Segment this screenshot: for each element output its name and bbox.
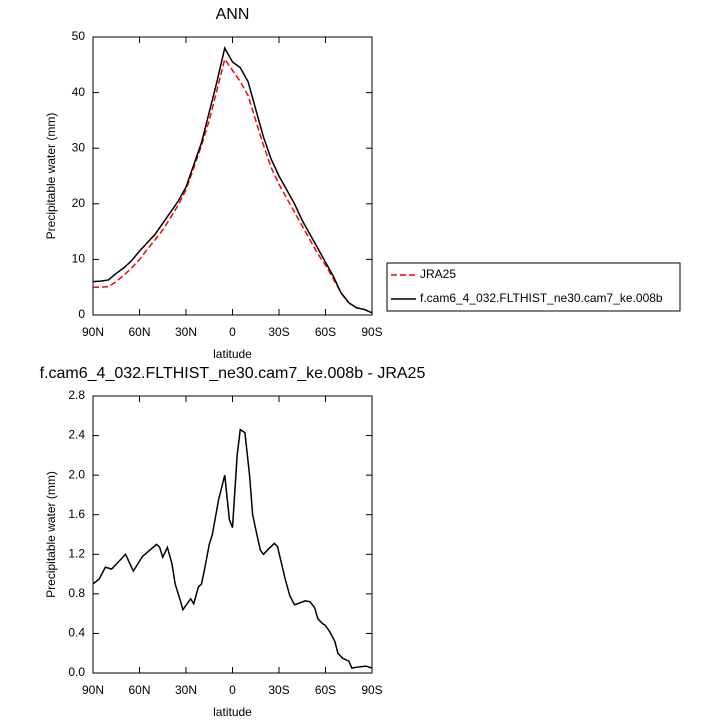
x-tick-label: 30S [268, 683, 289, 697]
data-line [92, 46, 373, 314]
x-tick-label: 90N [82, 325, 104, 339]
y-tick-label: 0.8 [68, 586, 85, 600]
y-tick-label: 50 [72, 29, 86, 43]
y-tick-label: 30 [72, 140, 86, 154]
legend-label: JRA25 [420, 267, 456, 281]
y-tick-label: 0 [78, 307, 85, 321]
x-tick-label: 60S [315, 325, 336, 339]
y-tick-label: 20 [72, 196, 86, 210]
y-tick-label: 0.0 [68, 665, 85, 679]
x-tick-label: 0 [229, 325, 236, 339]
legend-label: f.cam6_4_032.FLTHIST_ne30.cam7_ke.008b [420, 291, 663, 305]
y-tick-label: 1.2 [68, 546, 85, 560]
x-tick-label: 0 [229, 683, 236, 697]
y-tick-label: 0.4 [68, 626, 85, 640]
data-line [92, 428, 373, 669]
chart-title: f.cam6_4_032.FLTHIST_ne30.cam7_ke.008b -… [40, 365, 426, 382]
y-axis-label: Precipitable water (mm) [44, 113, 58, 240]
x-tick-label: 60N [128, 683, 150, 697]
data-line [93, 57, 373, 314]
x-tick-label: 60N [128, 325, 150, 339]
y-tick-label: 2.8 [68, 388, 85, 402]
x-axis-label: latitude [213, 347, 252, 361]
y-axis-label: Precipitable water (mm) [44, 471, 58, 598]
x-tick-label: 90S [361, 325, 382, 339]
x-tick-label: 90S [361, 683, 382, 697]
y-tick-label: 2.0 [68, 467, 85, 481]
y-tick-label: 1.6 [68, 507, 85, 521]
x-tick-label: 30N [175, 683, 197, 697]
x-axis-label: latitude [213, 705, 252, 719]
x-tick-label: 60S [315, 683, 336, 697]
x-tick-label: 90N [82, 683, 104, 697]
x-tick-label: 30S [268, 325, 289, 339]
y-tick-label: 2.4 [68, 428, 85, 442]
x-tick-label: 30N [175, 325, 197, 339]
y-tick-label: 10 [72, 252, 86, 266]
y-tick-label: 40 [72, 85, 86, 99]
chart-title: ANN [216, 6, 250, 23]
legend-box [386, 262, 681, 312]
